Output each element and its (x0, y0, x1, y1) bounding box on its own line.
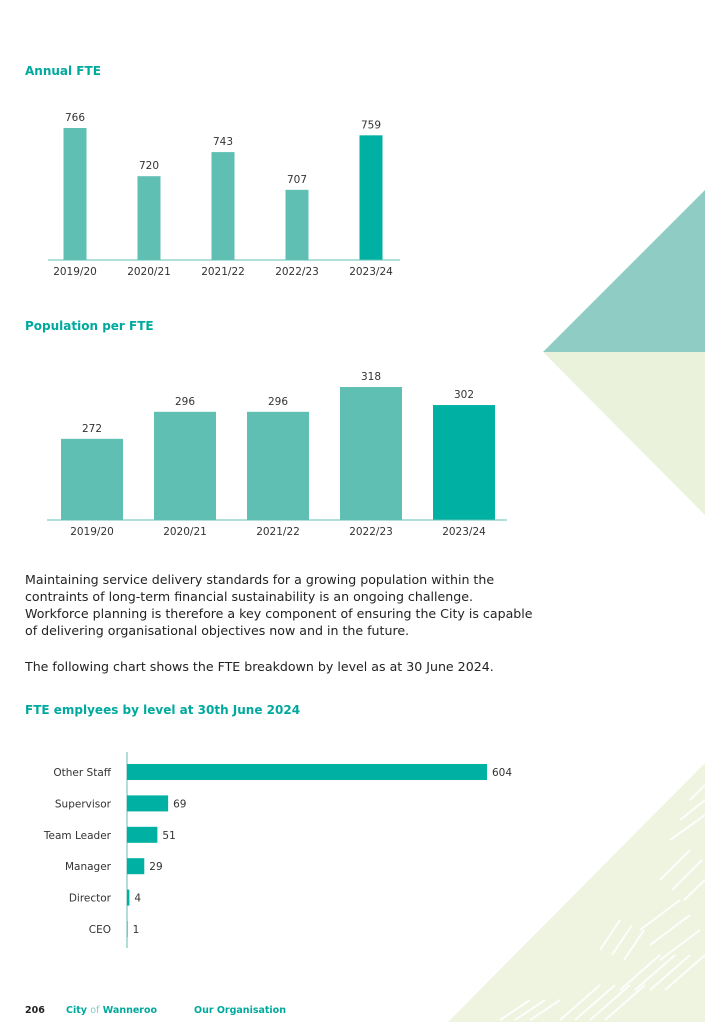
bar (127, 889, 130, 906)
data-label: 296 (175, 396, 195, 408)
data-label: 759 (361, 119, 381, 131)
data-label: 1 (133, 924, 140, 936)
data-label: 69 (173, 798, 186, 810)
x-tick-label: 2022/23 (275, 266, 319, 278)
bar (137, 176, 161, 260)
city-word: City (66, 1005, 87, 1016)
data-label: 318 (361, 371, 381, 383)
wanneroo-word: Wanneroo (102, 1005, 158, 1016)
data-label: 766 (65, 112, 85, 124)
population-per-fte-chart: 272 2019/20 296 2020/21 296 2021/22 318 2022/23… (47, 371, 507, 538)
data-label: 51 (162, 830, 175, 842)
y-category-label: Director (69, 893, 112, 905)
x-tick-label: 2022/23 (349, 526, 393, 538)
bar (127, 858, 145, 875)
data-label: 296 (268, 396, 288, 408)
bar (127, 764, 487, 780)
x-tick-label: 2019/20 (70, 526, 114, 538)
data-label: 707 (287, 174, 307, 186)
y-category-label: Manager (65, 861, 112, 873)
of-word: of (90, 1005, 100, 1016)
y-category-label: Team Leader (43, 830, 112, 842)
bar (340, 387, 402, 520)
y-category-label: CEO (89, 924, 111, 936)
x-tick-label: 2019/20 (53, 266, 97, 278)
annual-fte-title: Annual FTE (25, 64, 101, 78)
bar (127, 826, 158, 843)
bar (285, 189, 309, 260)
data-label: 302 (454, 389, 474, 401)
x-tick-label: 2023/24 (442, 526, 486, 538)
decor-pattern (448, 763, 705, 1022)
bar (211, 152, 235, 260)
data-label: 720 (139, 160, 159, 172)
section-name: Our Organisation (194, 1005, 286, 1016)
bar (154, 411, 216, 520)
bar (127, 921, 128, 937)
bar (433, 405, 495, 520)
publisher-name: City of Wanneroo (66, 1005, 157, 1016)
y-category-label: Other Staff (53, 767, 111, 779)
bar (61, 438, 123, 520)
bar (63, 128, 87, 260)
decor-green-triangle (543, 352, 705, 515)
x-tick-label: 2023/24 (349, 266, 393, 278)
body-paragraph-chart-intro: The following chart shows the FTE breakd… (25, 659, 494, 674)
body-paragraph: Maintaining service delivery standards f… (25, 572, 533, 638)
y-category-label: Supervisor (55, 798, 112, 810)
data-label: 272 (82, 423, 102, 435)
decor-teal-triangle (543, 190, 705, 352)
fte-by-level-title: FTE emplyees by level at 30th June 2024 (25, 703, 301, 717)
data-label: 29 (149, 861, 162, 873)
population-per-fte-title: Population per FTE (25, 319, 154, 333)
data-label: 743 (213, 136, 233, 148)
page-number: 206 (25, 1005, 45, 1016)
data-label: 604 (492, 767, 512, 779)
fte-by-level-chart: 604 Other Staff 69 Supervisor 51 Team Leader 2… (43, 752, 512, 948)
x-tick-label: 2020/21 (163, 526, 207, 538)
bar (127, 795, 169, 812)
x-tick-label: 2020/21 (127, 266, 171, 278)
bar (247, 411, 309, 520)
bar (359, 135, 383, 260)
x-tick-label: 2021/22 (201, 266, 245, 278)
data-label: 4 (134, 893, 141, 905)
annual-fte-chart: 766 2019/20 720 2020/21 743 2021/22 707 2022/23… (48, 112, 400, 278)
x-tick-label: 2021/22 (256, 526, 300, 538)
